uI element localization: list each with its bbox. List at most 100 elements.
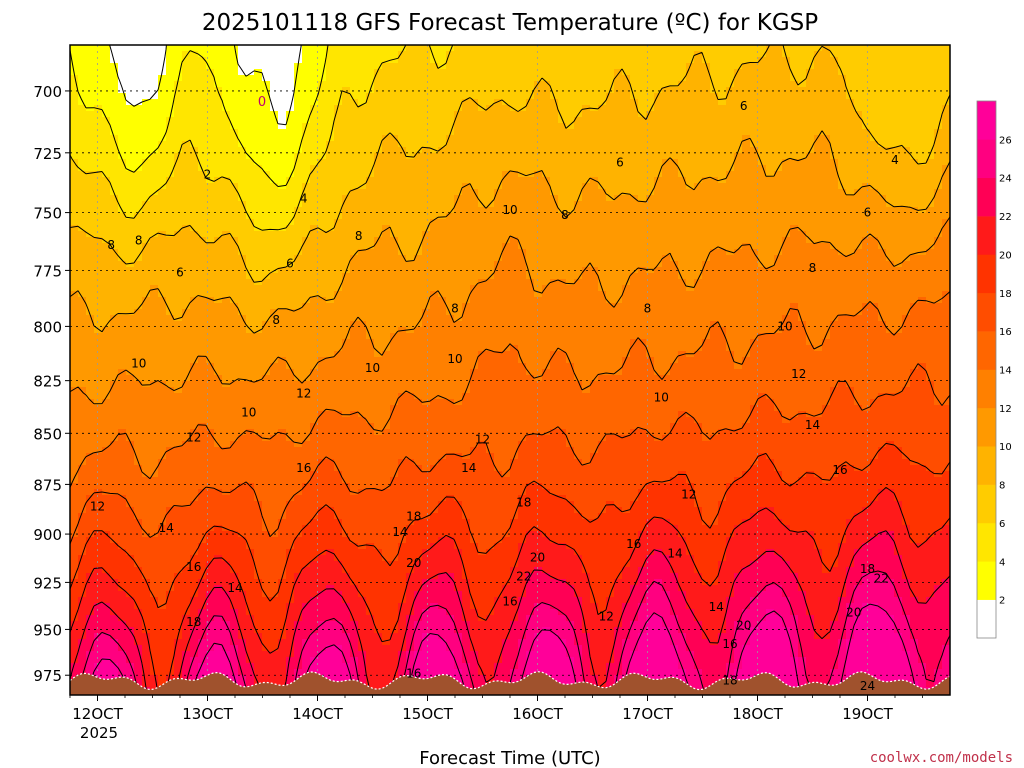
temperature-cell [718, 201, 727, 208]
temperature-cell [166, 297, 175, 304]
temperature-cell [254, 135, 263, 142]
temperature-cell [918, 201, 927, 208]
temperature-cell [798, 201, 807, 208]
temperature-cell [302, 261, 311, 268]
temperature-cell [142, 177, 151, 184]
temperature-cell [478, 69, 487, 76]
temperature-cell [710, 267, 719, 274]
temperature-cell [94, 225, 103, 232]
temperature-cell [494, 189, 503, 196]
temperature-cell [462, 213, 471, 220]
temperature-cell [350, 153, 359, 160]
temperature-cell [774, 147, 783, 154]
temperature-cell [422, 297, 431, 304]
temperature-cell [278, 165, 287, 172]
temperature-cell [222, 135, 231, 142]
temperature-cell [430, 285, 439, 292]
temperature-cell [158, 249, 167, 256]
temperature-cell [166, 177, 175, 184]
temperature-cell [830, 81, 839, 88]
temperature-cell [438, 255, 447, 262]
temperature-cell [166, 189, 175, 196]
temperature-cell [654, 225, 663, 232]
temperature-cell [150, 99, 159, 106]
temperature-cell [806, 261, 815, 268]
temperature-cell [486, 243, 495, 250]
temperature-cell [526, 159, 535, 166]
temperature-cell [678, 153, 687, 160]
temperature-cell [934, 207, 943, 214]
temperature-cell [486, 117, 495, 124]
temperature-cell [166, 141, 175, 148]
temperature-cell [590, 291, 599, 298]
temperature-cell [486, 237, 495, 244]
temperature-cell [638, 297, 647, 304]
temperature-cell [366, 309, 375, 316]
temperature-cell [830, 45, 839, 52]
temperature-cell [70, 285, 79, 292]
temperature-cell [182, 159, 191, 166]
temperature-cell [334, 105, 343, 112]
temperature-cell [286, 183, 295, 190]
temperature-cell [606, 135, 615, 142]
temperature-cell [702, 195, 711, 202]
temperature-cell [470, 153, 479, 160]
temperature-cell [606, 285, 615, 292]
temperature-cell [302, 99, 311, 106]
temperature-cell [926, 183, 935, 190]
temperature-cell [198, 315, 207, 322]
temperature-cell [790, 285, 799, 292]
temperature-cell [734, 159, 743, 166]
temperature-cell [174, 183, 183, 190]
temperature-cell [254, 63, 263, 70]
temperature-cell [118, 183, 127, 190]
temperature-cell [526, 237, 535, 244]
temperature-cell [166, 207, 175, 214]
temperature-cell [702, 273, 711, 280]
temperature-cell [302, 255, 311, 262]
temperature-cell [334, 177, 343, 184]
temperature-cell [214, 117, 223, 124]
temperature-cell [766, 69, 775, 76]
temperature-cell [238, 309, 247, 316]
temperature-cell [158, 111, 167, 118]
temperature-cell [94, 183, 103, 190]
temperature-cell [822, 285, 831, 292]
temperature-cell [774, 255, 783, 262]
temperature-cell [406, 63, 415, 70]
temperature-cell [910, 231, 919, 238]
temperature-cell [878, 141, 887, 148]
temperature-cell [70, 129, 79, 136]
temperature-cell [702, 225, 711, 232]
temperature-cell [158, 153, 167, 160]
temperature-cell [206, 213, 215, 220]
temperature-cell [102, 261, 111, 268]
temperature-cell [174, 261, 183, 268]
temperature-cell [462, 279, 471, 286]
temperature-cell [478, 249, 487, 256]
temperature-cell [942, 141, 950, 148]
temperature-cell [478, 291, 487, 298]
temperature-cell [878, 129, 887, 136]
temperature-cell [398, 45, 407, 52]
temperature-cell [110, 249, 119, 256]
temperature-cell [478, 165, 487, 172]
temperature-cell [614, 117, 623, 124]
temperature-cell [238, 231, 247, 238]
temperature-cell [430, 255, 439, 262]
temperature-cell [198, 153, 207, 160]
temperature-cell [422, 279, 431, 286]
temperature-cell [750, 63, 759, 70]
temperature-cell [574, 45, 583, 52]
temperature-cell [574, 183, 583, 190]
temperature-cell [342, 147, 351, 154]
temperature-cell [590, 249, 599, 256]
temperature-cell [638, 165, 647, 172]
temperature-cell [774, 309, 783, 316]
temperature-cell [230, 285, 239, 292]
temperature-cell [246, 87, 255, 94]
temperature-cell [166, 303, 175, 310]
temperature-cell [142, 93, 151, 100]
temperature-cell [78, 87, 87, 94]
temperature-cell [854, 303, 863, 310]
